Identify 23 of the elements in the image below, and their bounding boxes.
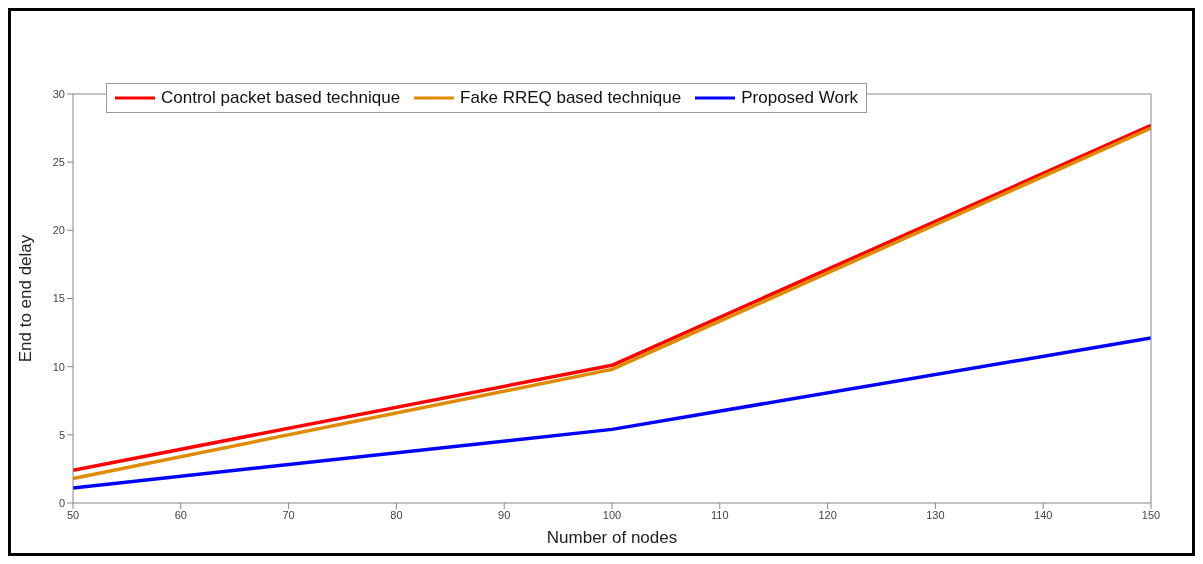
y-tick-label: 10 (52, 360, 65, 373)
y-axis-title: End to end delay (16, 234, 36, 363)
y-tick-label: 5 (58, 428, 65, 441)
x-tick-label: 80 (390, 508, 403, 521)
x-axis-title: Number of nodes (546, 528, 678, 547)
legend-label: Fake RREQ based technique (459, 88, 682, 108)
x-tick-label: 60 (174, 508, 187, 521)
y-tick-label: 30 (52, 87, 65, 100)
x-tick-label: 150 (1141, 508, 1161, 521)
x-tick-label: 110 (711, 508, 729, 521)
y-tick-label: 0 (58, 496, 65, 509)
x-tick-label: 90 (498, 508, 511, 521)
x-tick-label: 140 (1034, 508, 1053, 521)
x-tick-label: 100 (602, 508, 622, 521)
y-tick-label: 20 (52, 224, 65, 237)
x-tick-label: 120 (818, 508, 837, 521)
x-tick-label: 70 (282, 508, 295, 521)
x-tick-label: 50 (66, 508, 80, 521)
legend-label: Proposed Work (740, 88, 859, 108)
legend-label: Control packet based technique (160, 88, 401, 108)
y-tick-label: 15 (52, 292, 65, 305)
y-tick-label: 25 (52, 156, 65, 169)
x-tick-label: 130 (926, 508, 945, 521)
